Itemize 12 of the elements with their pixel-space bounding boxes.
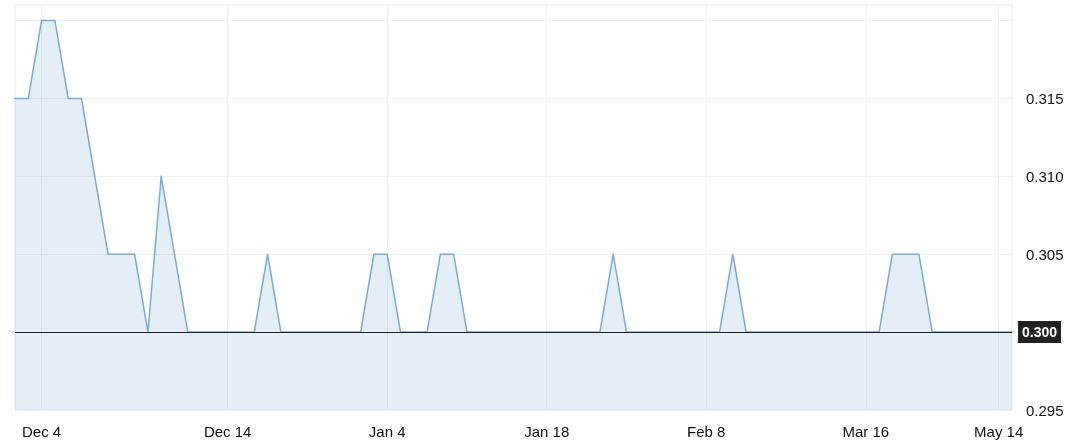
x-tick-label: May 14 bbox=[974, 423, 1024, 440]
y-tick-label: 0.315 bbox=[1026, 89, 1064, 107]
x-tick-label: Feb 8 bbox=[687, 423, 726, 440]
ref-line-label: 0.300 bbox=[1022, 324, 1058, 341]
x-tick-label: Dec 14 bbox=[203, 423, 252, 440]
x-tick-label: Dec 4 bbox=[21, 423, 62, 440]
x-tick-label: Jan 4 bbox=[368, 423, 406, 440]
x-tick-label: Mar 16 bbox=[842, 423, 890, 440]
y-tick-label: 0.305 bbox=[1026, 245, 1064, 263]
x-tick-label: Jan 18 bbox=[524, 423, 570, 440]
y-tick-label: 0.295 bbox=[1026, 401, 1064, 419]
y-tick-label: 0.310 bbox=[1026, 167, 1064, 185]
